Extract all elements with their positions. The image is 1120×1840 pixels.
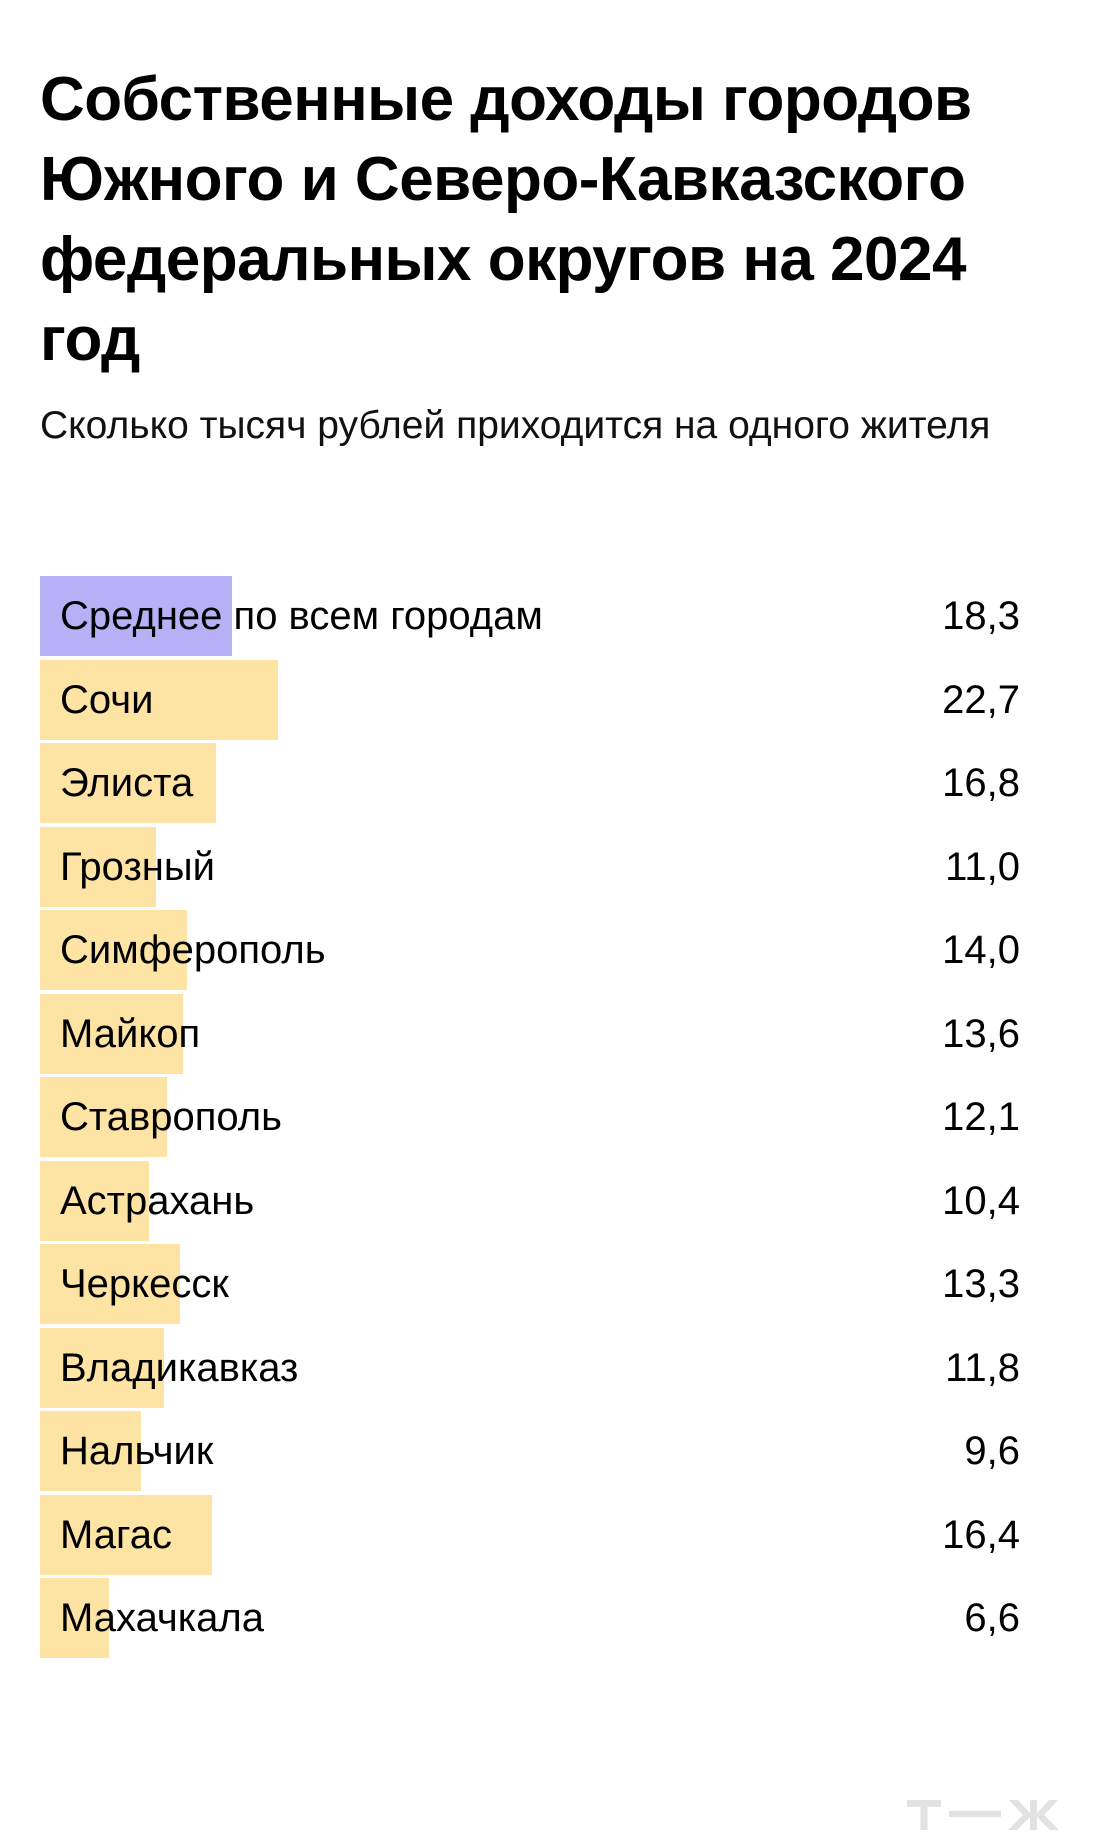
city-row: Нальчик 9,6: [40, 1411, 1020, 1495]
category-label: Элиста: [60, 761, 194, 805]
chart-subtitle: Сколько тысяч рублей приходится на одног…: [40, 404, 991, 447]
category-label: Ставрополь: [60, 1095, 282, 1139]
city-row: Черкесск 13,3: [40, 1244, 1020, 1328]
city-bar: [40, 910, 187, 990]
value-label: 13,6: [942, 1011, 1020, 1056]
value-label: 10,4: [942, 1178, 1020, 1223]
city-bar: [40, 1244, 180, 1324]
city-bar: [40, 1077, 168, 1157]
chart-title: Собственные доходы городов Южного и Севе…: [40, 65, 972, 374]
city-bar: [40, 659, 279, 740]
city-bar: [40, 743, 217, 823]
city-row: Симферополь 14,0: [40, 910, 1020, 994]
city-bar: [40, 1160, 150, 1241]
category-label: Среднее по всем городам: [60, 594, 543, 638]
city-bar: [40, 1411, 141, 1491]
average-row: Среднее по всем городам 18,3: [40, 576, 1020, 660]
category-label: Симферополь: [60, 928, 326, 972]
city-row: Элиста 16,8: [40, 743, 1020, 827]
value-label: 11,8: [945, 1345, 1020, 1390]
average-bar: [40, 576, 233, 656]
category-label: Махачкала: [60, 1596, 264, 1640]
category-label: Майкоп: [60, 1011, 201, 1056]
value-label: 16,4: [942, 1512, 1020, 1557]
category-label: Нальчик: [60, 1429, 214, 1473]
city-bar: [40, 1327, 164, 1408]
city-bar: [40, 826, 156, 907]
category-label: Астрахань: [60, 1178, 255, 1223]
city-row: Грозный 11,0: [40, 826, 1020, 911]
value-label: 14,0: [942, 928, 1020, 972]
value-label: 22,7: [942, 677, 1020, 722]
city-row: Махачкала 6,6: [40, 1578, 1020, 1662]
value-label: 9,6: [964, 1429, 1020, 1473]
value-label: 13,3: [942, 1262, 1020, 1306]
category-label: Магас: [60, 1512, 172, 1557]
city-row: Ставрополь 12,1: [40, 1077, 1020, 1161]
city-row: Сочи 22,7: [40, 659, 1020, 744]
city-bar: [40, 1578, 110, 1658]
value-label: 6,6: [964, 1596, 1020, 1640]
category-label: Сочи: [60, 677, 154, 722]
category-label: Грозный: [60, 844, 215, 889]
value-label: 12,1: [942, 1095, 1020, 1139]
city-row: Магас 16,4: [40, 1494, 1020, 1579]
city-row: Астрахань 10,4: [40, 1160, 1020, 1245]
brand-logo: [907, 1800, 1059, 1830]
bar-chart: Среднее по всем городам 18,3 Сочи 22,7 Элист…: [40, 576, 1020, 1662]
value-label: 16,8: [942, 761, 1020, 805]
city-bar: [40, 993, 183, 1074]
city-bar: [40, 1494, 213, 1575]
city-row: Владикавказ 11,8: [40, 1327, 1020, 1412]
value-label: 11,0: [945, 844, 1020, 889]
category-label: Владикавказ: [60, 1345, 299, 1390]
category-label: Черкесск: [60, 1262, 229, 1306]
city-row: Майкоп 13,6: [40, 993, 1020, 1078]
value-label: 18,3: [942, 594, 1020, 638]
